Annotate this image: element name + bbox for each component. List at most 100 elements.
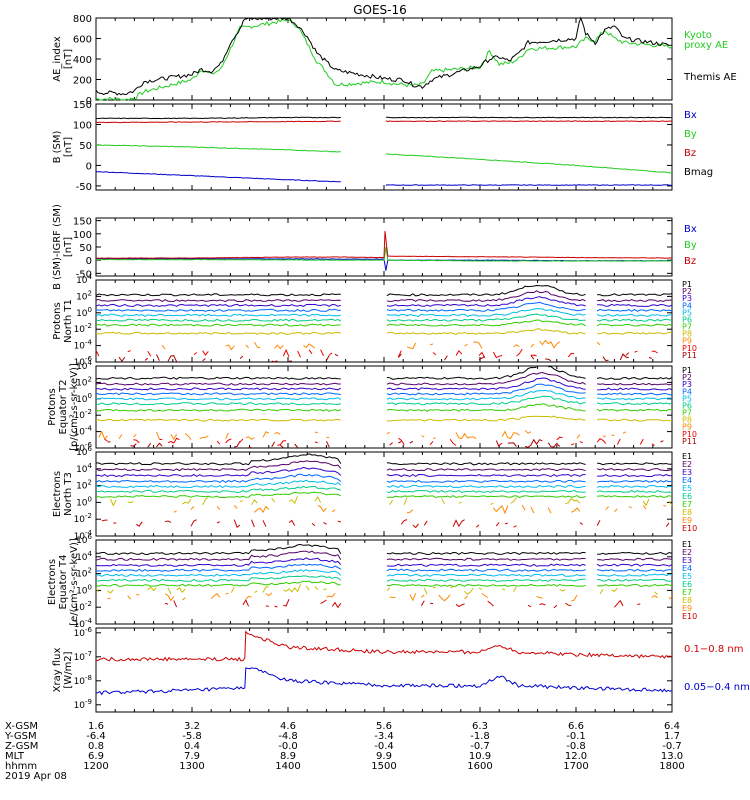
channel-line-e3	[95, 557, 673, 567]
footer-cell: 10.9	[469, 751, 491, 762]
channel-line-e5	[95, 479, 673, 489]
footer-cell: -5.8	[182, 731, 202, 742]
channel-line-e1	[95, 453, 673, 466]
footer-cell: 1.6	[88, 721, 104, 732]
channel-label: P11	[682, 437, 697, 446]
footer-cell: 6.6	[568, 721, 584, 732]
legend-entry: 0.1−0.8 nm	[684, 644, 743, 655]
channel-line-p4	[95, 301, 673, 312]
y-tick-label: 100	[76, 495, 92, 508]
y-tick-label: 50	[79, 243, 92, 254]
y-tick-label: 10-2	[74, 322, 92, 335]
y-tick-label: 100	[76, 306, 92, 319]
y-axis-label: North T3	[63, 472, 74, 516]
y-tick-label: 0	[86, 256, 92, 267]
y-axis-label: Protons	[47, 388, 58, 425]
footer-row-label: X-GSM	[5, 721, 38, 732]
channel-line-p7	[95, 319, 673, 327]
y-tick-label: 10-8	[74, 674, 92, 687]
channel-line-e7	[95, 580, 673, 587]
y-axis-label: Protons	[52, 302, 63, 339]
channel-label: E7	[682, 588, 692, 597]
y-tick-label: 10-9	[74, 698, 92, 711]
legend-entry: Bmag	[684, 167, 713, 178]
footer-cell: 1500	[371, 761, 396, 772]
channel-label: E6	[682, 580, 692, 589]
footer-cell: 13.0	[661, 751, 683, 762]
footer-cell: -0.0	[278, 741, 298, 752]
channel-label: P4	[682, 387, 692, 396]
channel-label: P6	[682, 401, 692, 410]
channel-label: E9	[682, 516, 692, 525]
footer-cell: 8.9	[280, 751, 296, 762]
channel-line-e9	[173, 504, 667, 515]
panel-frame	[95, 17, 673, 101]
footer-cell: -6.4	[86, 731, 106, 742]
channel-line-p1	[95, 284, 673, 297]
y-axis-label: B (SM)	[52, 130, 63, 163]
footer-cell: 9.9	[376, 751, 392, 762]
channel-label: E1	[682, 540, 692, 549]
channel-label: P2	[682, 287, 692, 296]
channel-line-e9	[107, 592, 673, 602]
legend-entry: By	[684, 240, 697, 251]
channel-line-p8	[95, 415, 673, 422]
series-line-0-1-0-8-nm	[95, 630, 673, 662]
panel-bigrf: -50 0 50 100 150 B (SM)-IGRF (SM) [nT] Bx By Bz	[52, 204, 697, 290]
channel-label: E7	[682, 500, 692, 509]
channel-line-e5	[95, 569, 673, 577]
channel-label: E2	[682, 548, 692, 557]
y-axis-label: [nT]	[63, 237, 74, 257]
y-tick-label: 102	[76, 479, 92, 492]
channel-line-p6	[95, 313, 673, 322]
footer-cell: 1600	[467, 761, 492, 772]
series-line-by	[95, 246, 673, 262]
channel-line-p3	[95, 296, 673, 307]
channel-label: E6	[682, 492, 692, 501]
channel-label: P10	[682, 344, 697, 353]
footer-cell: -0.7	[470, 741, 490, 752]
footer-cell: 1200	[83, 761, 108, 772]
y-tick-label: -50	[76, 182, 92, 193]
legend-entry: 0.05−0.4 nm	[684, 682, 750, 693]
footer-cell: 1300	[179, 761, 204, 772]
y-axis-label: Electrons	[52, 471, 63, 517]
footer-cell: 1.7	[664, 731, 680, 742]
channel-label: P7	[682, 323, 692, 332]
channel-line-p1	[95, 366, 673, 380]
footer-cell: 12.0	[565, 751, 587, 762]
footer-cell: 0.4	[184, 741, 200, 752]
channel-label: P1	[682, 366, 692, 375]
channel-line-e6	[95, 485, 673, 494]
series-line-themis-ae	[95, 16, 673, 96]
y-tick-label: 200	[73, 76, 92, 87]
y-axis-label: Electrons	[47, 559, 58, 605]
footer-cell: -4.8	[278, 731, 298, 742]
channel-line-p11	[119, 354, 672, 362]
channel-label: E5	[682, 484, 692, 493]
channel-label: E2	[682, 460, 692, 469]
y-axis-label: North T1	[63, 299, 74, 343]
channel-label: P10	[682, 430, 697, 439]
y-axis-label: AE_index	[52, 36, 63, 82]
channel-line-p9	[99, 430, 669, 439]
y-tick-label: 102	[76, 289, 92, 302]
channel-label: E3	[682, 468, 692, 477]
channel-label: P3	[682, 294, 692, 303]
y-axis-label: Equator T2	[58, 380, 69, 435]
footer-cell: 1800	[659, 761, 684, 772]
channel-label: P2	[682, 373, 692, 382]
y-axis-label: Equator T4	[58, 555, 69, 610]
channel-line-p4	[95, 383, 673, 396]
footer-cell: -0.4	[374, 741, 394, 752]
channel-line-e10	[101, 519, 670, 529]
y-tick-label: 104	[76, 462, 92, 475]
channel-line-e4	[95, 563, 672, 572]
series-line-by	[95, 144, 673, 174]
footer-cell: 7.9	[184, 751, 200, 762]
channel-line-e3	[95, 466, 673, 478]
